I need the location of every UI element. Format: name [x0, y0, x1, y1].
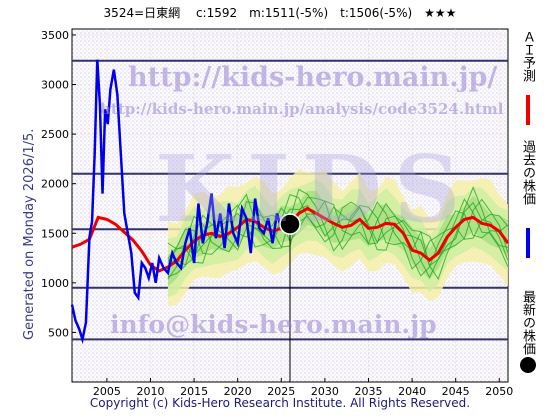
x-tick-label: 2035	[354, 385, 382, 398]
current-price-dot	[279, 213, 301, 235]
y-tick-label: 1000	[41, 277, 69, 290]
x-tick-label: 2020	[224, 385, 252, 398]
x-tick-label: 2015	[180, 385, 208, 398]
y-tick-label: 3500	[41, 29, 69, 42]
watermark-analysis: http://kids-hero.main.jp/analysis/code35…	[100, 100, 504, 118]
axis-ticks: 2005 2010 2015 2020 2025 2030 2035 2040 2045 2050…	[41, 29, 513, 398]
legend-ai-swatch	[526, 95, 530, 125]
copyright: Copyright (c) Kids-Hero Research Institu…	[89, 396, 471, 410]
x-tick-label: 2010	[136, 385, 164, 398]
x-tick-label: 2005	[93, 385, 121, 398]
watermark-email: info@kids-hero.main.jp	[110, 310, 437, 339]
y-tick-label: 2000	[41, 178, 69, 191]
series-past-line	[70, 59, 291, 345]
x-tick-label: 2050	[485, 385, 513, 398]
forecast-trial-line	[167, 196, 509, 280]
x-tick-label: 2025	[267, 385, 295, 398]
watermark-site: http://kids-hero.main.jp/	[128, 62, 498, 93]
legend-past-swatch	[526, 228, 530, 258]
legend-latest-swatch	[520, 357, 536, 373]
x-tick-label: 2040	[398, 385, 426, 398]
y-tick-label: 1500	[41, 227, 69, 240]
watermark-brand: KIDS	[155, 135, 473, 243]
chart-title: 3524=日東網 c:1592 m:1511(-5%) t:1506(-5%) …	[103, 6, 457, 20]
current-marker	[279, 213, 301, 382]
generated-date: Generated on Monday 2026/1/5.	[22, 128, 37, 340]
y-tick-label: 500	[48, 326, 69, 339]
y-tick-label: 3000	[41, 79, 69, 92]
x-tick-label: 2030	[311, 385, 339, 398]
legend-latest-label: 最新の株価	[520, 290, 535, 355]
x-tick-label: 2045	[442, 385, 470, 398]
y-tick-label: 2500	[41, 128, 69, 141]
legend-ai-label: ＡＩ予測	[520, 30, 535, 82]
forecast-trial-line	[167, 186, 509, 281]
legend-past-label: 過去の株価	[520, 140, 535, 205]
